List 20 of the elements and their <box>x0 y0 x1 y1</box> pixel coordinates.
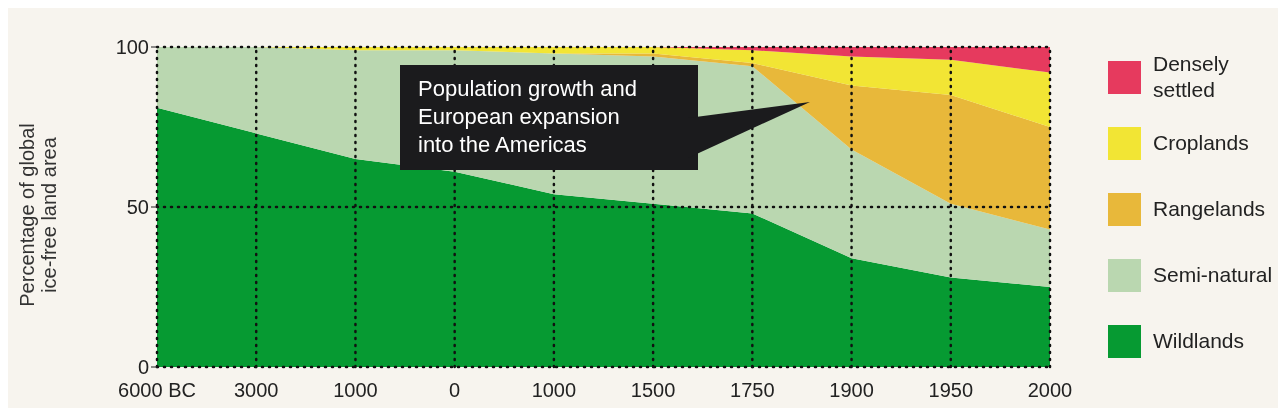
x-tick-label: 1950 <box>928 379 974 402</box>
x-tick-label: 6000 BC <box>118 379 196 402</box>
x-tick-label: 2000 <box>1027 379 1073 402</box>
x-tick-label: 3000 <box>233 379 279 402</box>
x-tick-label: 1000 <box>531 379 577 402</box>
x-tick-label: 0 <box>449 379 461 402</box>
x-tick-label: 1900 <box>829 379 874 402</box>
legend-label: Densely settled <box>1153 51 1230 103</box>
x-tick-label: 1500 <box>630 379 676 402</box>
legend-label: Wildlands <box>1153 328 1246 354</box>
legend-label: Croplands <box>1153 130 1250 156</box>
legend-label: Semi-natural <box>1153 262 1273 288</box>
x-tick-label: 1000 <box>333 379 378 402</box>
y-tick-label: 100 <box>115 36 149 59</box>
annotation: Population growth and European expansion into the Americas <box>400 65 698 170</box>
x-tick-label: 1750 <box>730 379 775 402</box>
y-tick-label: 0 <box>137 356 149 379</box>
legend-label: Rangelands <box>1153 196 1267 222</box>
y-tick-label: 50 <box>126 196 149 219</box>
y-axis-title: Percentage of global ice-free land area <box>15 122 60 309</box>
